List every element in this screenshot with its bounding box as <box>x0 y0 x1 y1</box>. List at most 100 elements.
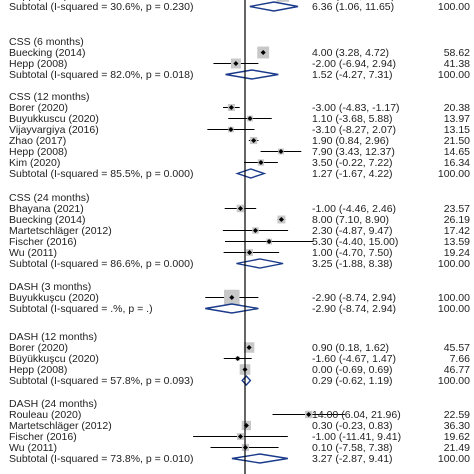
study-ci: 1.90 (0.84, 2.96) <box>312 135 389 147</box>
study-label: Buecking (2014) <box>9 47 85 59</box>
subtotal-weight: 100.00 <box>438 453 470 465</box>
study-weight: 13.15 <box>444 124 470 136</box>
study-weight: 41.38 <box>444 58 470 70</box>
study-label: Hepp (2008) <box>9 146 67 158</box>
study-weight: 19.24 <box>444 247 470 259</box>
study-weight: 22.59 <box>444 409 470 421</box>
study-ci: -2.90 (-8.74, 2.94) <box>312 292 396 304</box>
study-label: Hepp (2008) <box>9 364 67 376</box>
study-weight: 65.93 <box>444 0 470 2</box>
subtotal-label: Subtotal (I-squared = 82.0%, p = 0.018) <box>9 69 193 81</box>
point-estimate <box>246 344 252 351</box>
study-weight: 16.34 <box>444 157 470 169</box>
study-label: Hepp (2008) <box>9 0 67 2</box>
study-label: Bhayana (2021) <box>9 203 84 215</box>
study-label: Buecking (2014) <box>9 214 85 226</box>
study-weight: 36.30 <box>444 420 470 432</box>
point-estimate <box>237 205 243 212</box>
subtotal-diamond <box>241 374 252 387</box>
study-ci: 1.00 (-4.70, 7.50) <box>312 247 393 259</box>
point-estimate <box>260 49 266 56</box>
study-label: Büyükkuşcu (2020) <box>9 353 99 365</box>
point-estimate <box>251 137 257 144</box>
subtotal-diamond <box>235 168 267 179</box>
study-label: Martetschläger (2012) <box>9 420 112 432</box>
study-weight: 13.59 <box>444 236 470 248</box>
study-ci: -2.00 (-6.94, 2.94) <box>312 58 396 70</box>
point-estimate <box>247 249 253 256</box>
subtotal-weight: 100.00 <box>438 1 470 13</box>
study-ci: -3.00 (-4.83, -1.17) <box>312 102 400 114</box>
study-ci: 8.00 (7.10, 8.90) <box>312 214 389 226</box>
subtotal-label: Subtotal (I-squared = 30.6%, p = 0.230) <box>9 1 193 13</box>
study-ci: 0.90 (0.18, 1.62) <box>312 342 389 354</box>
subtotal-diamond <box>249 1 299 12</box>
point-estimate <box>258 159 264 166</box>
study-label: Hepp (2008) <box>9 58 67 70</box>
subtotal-weight: 100.00 <box>438 375 470 387</box>
group-header-css12: CSS (12 months) <box>9 91 90 103</box>
point-estimate <box>266 238 272 245</box>
study-label: Zhao (2017) <box>9 135 66 147</box>
subtotal-weight: 100.00 <box>438 303 470 315</box>
study-label: Buyukkuscu (2020) <box>9 113 99 125</box>
study-weight: 21.49 <box>444 442 470 454</box>
study-weight: 7.66 <box>450 353 471 365</box>
point-estimate <box>228 126 234 133</box>
study-ci: 8.30 (3.46, 13.14) <box>312 0 395 2</box>
subtotal-label: Subtotal (I-squared = .%, p = .) <box>9 303 153 315</box>
study-ci: 5.30 (-4.40, 15.00) <box>312 236 398 248</box>
subtotal-ci: 3.27 (-2.87, 9.41) <box>312 453 393 465</box>
study-ci: 2.30 (-4.87, 9.47) <box>312 225 393 237</box>
study-label: Martetschläger (2012) <box>9 225 112 237</box>
point-estimate <box>237 433 243 440</box>
subtotal-ci: 6.36 (1.06, 11.65) <box>312 1 394 13</box>
study-label: Fischer (2016) <box>9 236 77 248</box>
point-estimate <box>233 60 239 67</box>
study-weight: 14.65 <box>444 146 470 158</box>
subtotal-ci: 1.27 (-1.67, 4.22) <box>312 168 393 180</box>
subtotal-weight: 100.00 <box>438 168 470 180</box>
subtotal-diamond <box>205 303 259 314</box>
forest-labels: Buyukkuscu (2020)2.88 (3.30, 10.00)34.07… <box>9 0 470 465</box>
study-label: Rouleau (2020) <box>9 409 81 421</box>
study-ci: 7.90 (3.43, 12.37) <box>312 146 395 158</box>
study-label: Borer (2020) <box>9 102 68 114</box>
study-ci: -1.60 (-4.67, 1.47) <box>312 353 396 365</box>
subtotal-ci: -2.90 (-8.74, 2.94) <box>312 303 396 315</box>
weight-box <box>276 0 290 2</box>
study-ci: 0.10 (-7.58, 7.38) <box>312 442 393 454</box>
subtotal-ci: 0.29 (-0.62, 1.19) <box>312 375 393 387</box>
study-ci: 0.00 (-0.69, 0.69) <box>312 364 393 376</box>
group-header-dash12: DASH (12 months) <box>9 331 97 343</box>
study-label: Vijayvargiya (2016) <box>9 124 99 136</box>
subtotal-label: Subtotal (I-squared = 86.6%, p = 0.000) <box>9 258 193 270</box>
study-label: Kim (2020) <box>9 157 60 169</box>
study-label: Borer (2020) <box>9 342 68 354</box>
study-weight: 23.57 <box>444 203 470 215</box>
group-header-css6: CSS (6 months) <box>9 36 84 48</box>
study-label: Wu (2011) <box>9 247 57 259</box>
study-label: Buyukkuşcu (2020) <box>9 292 99 304</box>
point-estimate <box>229 294 235 301</box>
subtotal-weight: 100.00 <box>438 69 470 81</box>
subtotal-diamond <box>225 69 279 80</box>
study-weight: 20.38 <box>444 102 470 114</box>
subtotal-label: Subtotal (I-squared = 85.5%, p = 0.000) <box>9 168 193 180</box>
study-weight: 46.77 <box>444 364 470 376</box>
study-ci: -3.10 (-8.27, 2.07) <box>312 124 396 136</box>
point-estimate <box>306 411 312 418</box>
study-ci: 1.10 (-3.68, 5.88) <box>312 113 393 125</box>
point-estimate <box>235 355 241 362</box>
forest-marks <box>193 0 345 464</box>
subtotal-label: Subtotal (I-squared = 73.8%, p = 0.010) <box>9 453 193 465</box>
study-ci: -1.00 (-11.41, 9.41) <box>312 431 401 443</box>
study-weight: 17.42 <box>444 225 470 237</box>
study-weight: 26.19 <box>444 214 470 226</box>
study-ci: 4.00 (3.28, 4.72) <box>312 47 389 59</box>
subtotal-weight: 100.00 <box>438 258 470 270</box>
study-weight: 58.62 <box>444 47 470 59</box>
group-header-dash24: DASH (24 months) <box>9 398 97 410</box>
subtotal-ci: 1.52 (-4.27, 7.31) <box>312 69 393 81</box>
